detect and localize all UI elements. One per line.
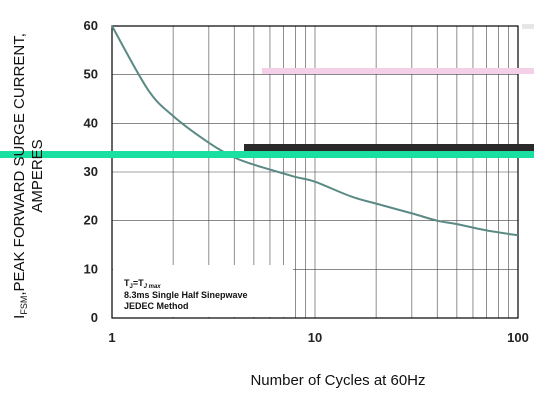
grid xyxy=(112,26,518,318)
y-axis-label-line-2: AMPERES xyxy=(29,139,46,212)
y-axis-label-line-1: IFSM,PEAK FORWARD SURGE CURRENT, xyxy=(11,33,29,319)
y-tick-label: 60 xyxy=(84,18,98,33)
annotation-line-2: 8.3ms Single Half Sinepwave xyxy=(124,290,248,300)
y-tick-label: 20 xyxy=(84,213,98,228)
x-axis-ticks: 1 10 100 xyxy=(108,330,528,345)
y-tick-label: 10 xyxy=(84,261,98,276)
y-axis-label: IFSM,PEAK FORWARD SURGE CURRENT, AMPERES xyxy=(11,33,46,319)
y-tick-label: 50 xyxy=(84,67,98,82)
x-tick-label: 10 xyxy=(308,330,322,345)
annotation-line-1: TJ=TJ max xyxy=(124,278,161,290)
annotation-box: TJ=TJ max 8.3ms Single Half Sinepwave JE… xyxy=(113,265,293,317)
x-axis-label: Number of Cycles at 60Hz xyxy=(250,372,425,389)
y-tick-label: 0 xyxy=(91,310,98,325)
x-tick-label: 1 xyxy=(108,330,115,345)
series-line xyxy=(111,25,519,237)
y-tick-label: 40 xyxy=(84,115,98,130)
y-tick-label: 30 xyxy=(84,164,98,179)
y-axis-ticks: 0 10 20 30 40 50 60 xyxy=(84,18,98,325)
plot-frame xyxy=(111,25,519,319)
x-tick-label: 100 xyxy=(507,330,529,345)
scan-artifacts xyxy=(0,24,534,158)
annotation-line-3: JEDEC Method xyxy=(124,301,189,311)
